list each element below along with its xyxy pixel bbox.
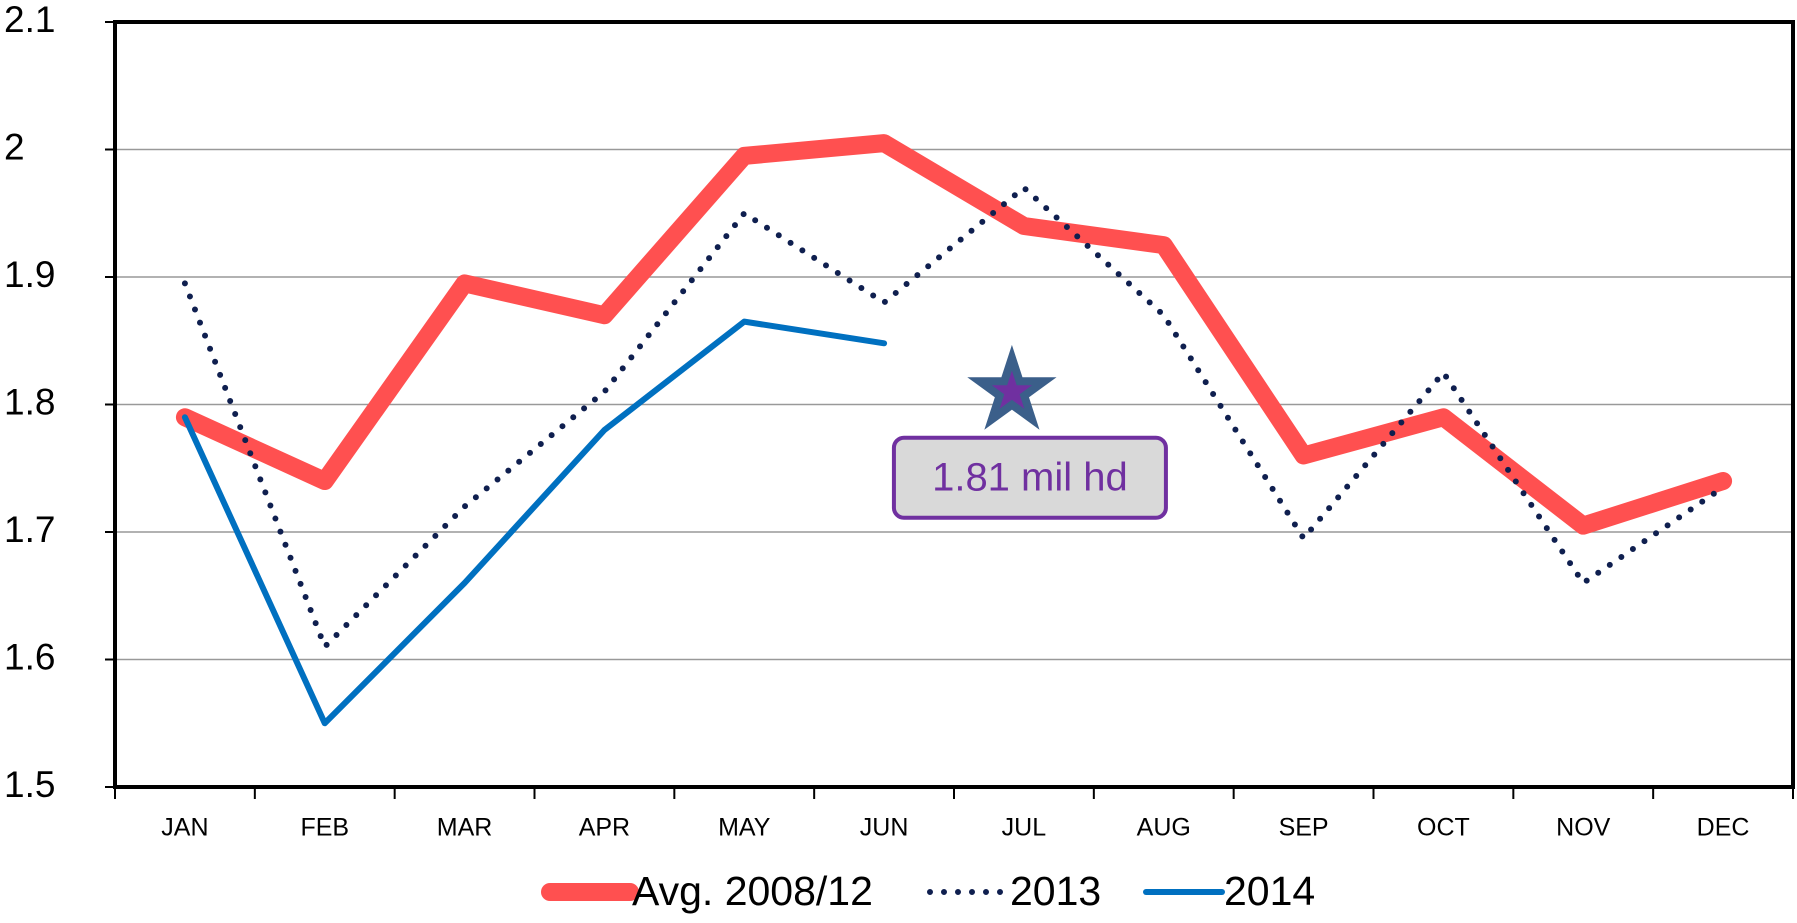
annotation-box	[891, 435, 1168, 520]
legend-label: 2014	[1224, 868, 1315, 914]
x-tick-label: MAY	[718, 814, 771, 842]
y-tick-label: 1.5	[4, 764, 55, 805]
series-line	[175, 134, 1733, 535]
y-tick-label: 1.7	[4, 509, 55, 550]
x-tick-label: APR	[579, 814, 630, 842]
legend-label: Avg. 2008/12	[632, 868, 873, 914]
y-tick-label: 2	[4, 126, 25, 167]
y-tick-label: 1.8	[4, 381, 55, 422]
plot-frame	[113, 20, 1795, 789]
x-tick-label: NOV	[1556, 814, 1611, 842]
series-line	[181, 184, 1727, 650]
series-line	[181, 318, 888, 727]
x-tick-label: JUL	[1002, 814, 1047, 842]
x-tick-label: JAN	[161, 814, 208, 842]
annotation-star	[967, 344, 1057, 430]
y-tick-label: 1.9	[4, 254, 55, 295]
y-tick-label: 1.6	[4, 636, 55, 677]
x-tick-label: FEB	[300, 814, 349, 842]
annotation-text: 1.81 mil hd	[932, 455, 1128, 499]
y-tick-label: 2.1	[4, 0, 55, 40]
x-tick-label: AUG	[1137, 814, 1191, 842]
x-tick-label: OCT	[1417, 814, 1470, 842]
legend-label: 2013	[1010, 868, 1101, 914]
x-tick-label: SEP	[1279, 814, 1329, 842]
x-tick-label: DEC	[1697, 814, 1750, 842]
x-tick-label: MAR	[437, 814, 493, 842]
x-tick-label: JUN	[860, 814, 909, 842]
